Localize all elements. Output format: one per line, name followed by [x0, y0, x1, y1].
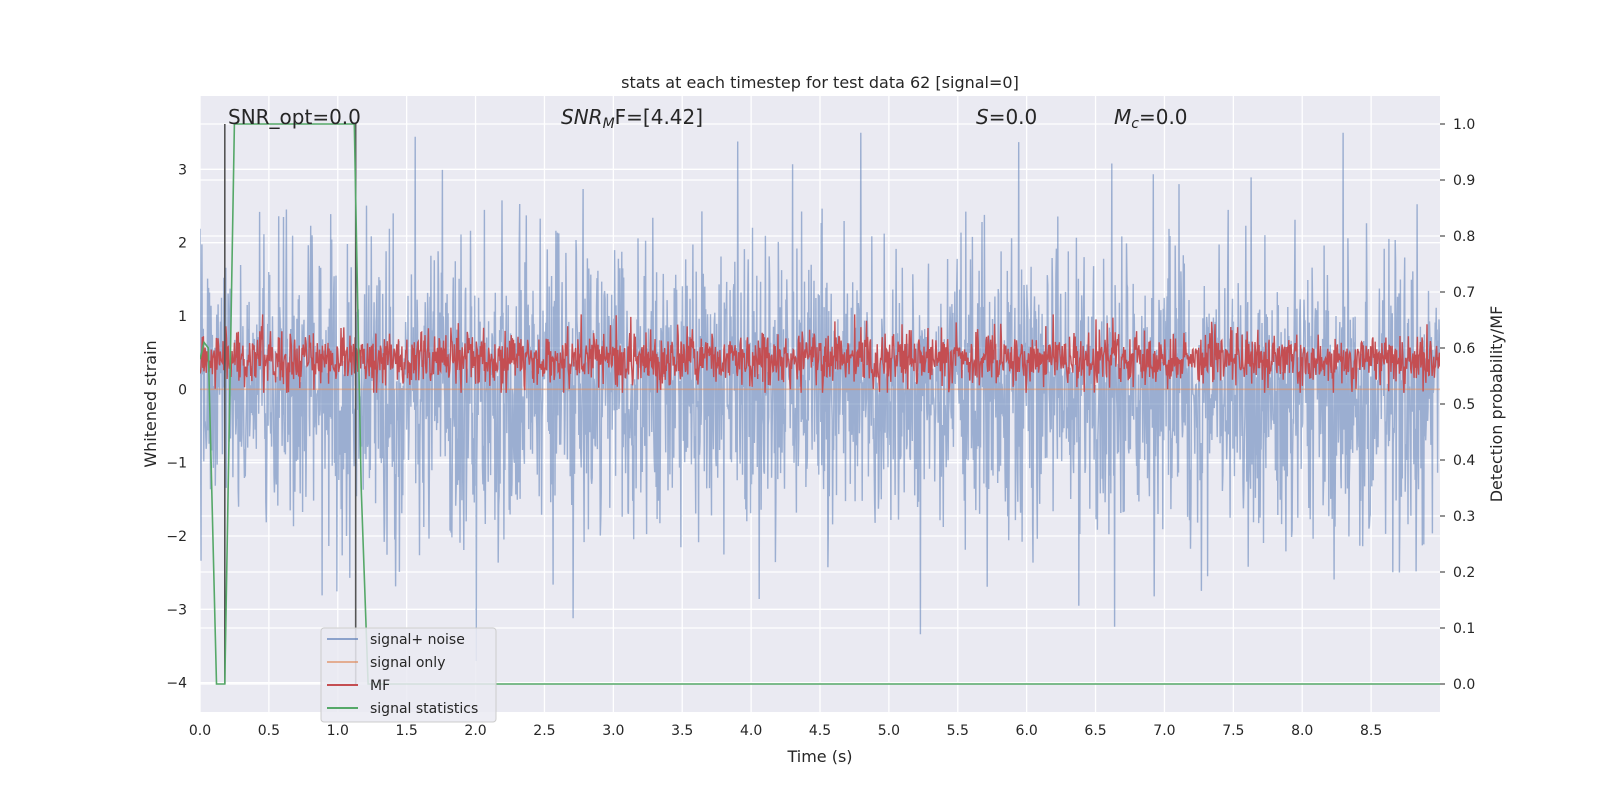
x-tick-label-8: 4.0 [740, 723, 762, 739]
y-axis-left-ticks: −4 −3 −2 −1 0 1 2 3 [166, 162, 187, 691]
x-tick-label-14: 7.0 [1153, 723, 1175, 739]
chart-title: stats at each timestep for test data 62 … [621, 73, 1019, 92]
annotation-s-var: S [976, 105, 989, 129]
x-tick-label-4: 2.0 [464, 723, 486, 739]
y-right-tick-label-6: 0.6 [1453, 341, 1475, 357]
y-right-tick-label-3: 0.3 [1453, 509, 1475, 525]
y-right-tick-label-2: 0.2 [1453, 565, 1475, 581]
legend-label-signal-plus-noise: signal+ noise [370, 632, 465, 648]
y-right-tick-label-1: 0.1 [1453, 621, 1475, 637]
x-tick-label-12: 6.0 [1016, 723, 1038, 739]
annotation-s-rest: =0.0 [989, 105, 1038, 129]
x-tick-label-17: 8.5 [1360, 723, 1382, 739]
series-signal-plus-noise-line [200, 132, 1440, 662]
legend: signal+ noise signal only MF signal stat… [320, 627, 497, 723]
legend-box [320, 627, 497, 723]
y-left-tick-label-1: −3 [166, 602, 187, 618]
y-axis-left-label: Whitened strain [141, 340, 160, 467]
x-tick-label-16: 8.0 [1291, 723, 1313, 739]
annotation-snr-mf-sub: M [603, 116, 615, 132]
annotation-mc: Mc=0.0 [1114, 105, 1188, 132]
x-tick-label-6: 3.0 [602, 723, 624, 739]
legend-label-signal-only: signal only [370, 655, 445, 671]
x-axis-ticks: 0.0 0.5 1.0 1.5 2.0 2.5 3.0 3.5 4.0 4.5 5.0 5.5 6.0 6… [189, 723, 1382, 739]
y-right-tick-label-9: 0.9 [1453, 173, 1475, 189]
x-tick-label-0: 0.0 [189, 723, 211, 739]
y-right-tick-label-4: 0.4 [1453, 453, 1475, 469]
x-tick-label-2: 1.0 [327, 723, 349, 739]
y-axis-right-label: Detection probability/MF [1487, 306, 1506, 503]
y-left-tick-label-3: −1 [166, 456, 187, 472]
annotation-snr-opt: SNR_opt=0.0 [228, 105, 361, 129]
y-right-tick-label-5: 0.5 [1453, 397, 1475, 413]
x-tick-label-11: 5.5 [947, 723, 969, 739]
annotation-snr-mf-rest: F=[4.42] [615, 105, 703, 129]
x-tick-label-1: 0.5 [258, 723, 280, 739]
x-tick-label-10: 5.0 [878, 723, 900, 739]
y-left-tick-label-4: 0 [178, 382, 187, 398]
annotation-mc-var: M [1114, 105, 1131, 129]
y-axis-right-ticks: 0.0 0.1 0.2 0.3 0.4 0.5 0.6 0.7 0.8 0.9 1.0 [1440, 117, 1475, 693]
y-right-tick-label-10: 1.0 [1453, 117, 1475, 133]
x-tick-label-7: 3.5 [671, 723, 693, 739]
x-tick-label-13: 6.5 [1084, 723, 1106, 739]
y-right-tick-label-8: 0.8 [1453, 229, 1475, 245]
annotation-s: S=0.0 [976, 105, 1037, 129]
annotation-snr-mf: SNRMF=[4.42] [561, 105, 703, 132]
annotation-mc-rest: =0.0 [1139, 105, 1188, 129]
series-mf-line [200, 314, 1440, 393]
y-left-tick-label-7: 3 [178, 162, 187, 178]
y-left-tick-label-2: −2 [166, 529, 187, 545]
x-tick-label-5: 2.5 [533, 723, 555, 739]
annotation-mc-sub: c [1131, 116, 1139, 132]
x-tick-label-15: 7.5 [1222, 723, 1244, 739]
annotation-snr-mf-main: SNR [561, 105, 603, 129]
y-left-tick-label-5: 1 [178, 309, 187, 325]
y-right-tick-label-7: 0.7 [1453, 285, 1475, 301]
x-tick-label-9: 4.5 [809, 723, 831, 739]
y-left-tick-label-6: 2 [178, 236, 187, 252]
legend-label-mf: MF [370, 678, 390, 694]
x-tick-label-3: 1.5 [396, 723, 418, 739]
x-axis-label: Time (s) [786, 747, 852, 766]
legend-label-signal-statistics: signal statistics [370, 701, 478, 717]
y-right-tick-label-0: 0.0 [1453, 677, 1475, 693]
y-left-tick-label-0: −4 [166, 676, 187, 692]
